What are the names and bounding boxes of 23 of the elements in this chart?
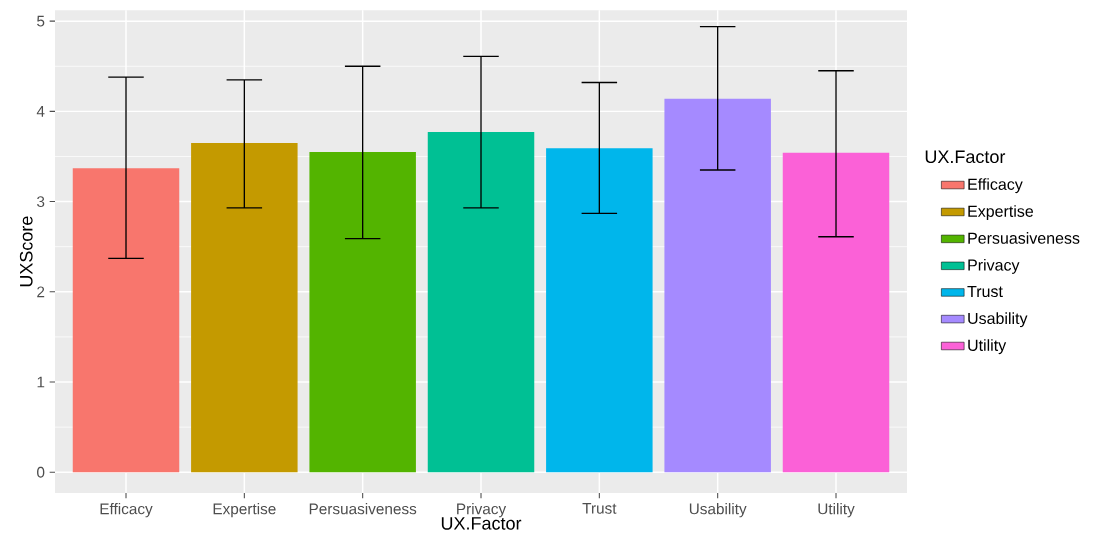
- legend-label: Privacy: [968, 259, 1020, 274]
- x-tick-label: Persuasiveness: [309, 503, 417, 515]
- x-tick-label: Privacy: [457, 503, 507, 518]
- legend-label: Persuasiveness: [968, 232, 1080, 244]
- y-tick-label: 5: [37, 15, 45, 27]
- y-tick-label: 2: [37, 286, 45, 298]
- legend-label: Usability: [968, 312, 1028, 328]
- x-tick-label: Expertise: [213, 503, 276, 518]
- legend-label: Utility: [968, 339, 1007, 355]
- x-tick-label: Efficacy: [100, 503, 153, 518]
- x-tick-label: Usability: [689, 503, 747, 518]
- y-tick-label: 4: [36, 106, 45, 117]
- legend-title: UX.Factor: [925, 150, 1006, 164]
- x-tick-label: Trust: [582, 503, 617, 514]
- x-tick-label: Utility: [818, 503, 855, 518]
- x-axis-title: UX.Factor: [441, 517, 522, 530]
- y-axis-title: UXScore: [19, 216, 33, 287]
- legend-label: Expertise: [968, 205, 1034, 221]
- y-tick-label: 1: [37, 376, 45, 388]
- legend-label: Efficacy: [968, 178, 1023, 194]
- legend-label: Trust: [967, 285, 1003, 298]
- y-tick-label: 0: [37, 466, 45, 478]
- y-tick-label: 3: [37, 196, 45, 208]
